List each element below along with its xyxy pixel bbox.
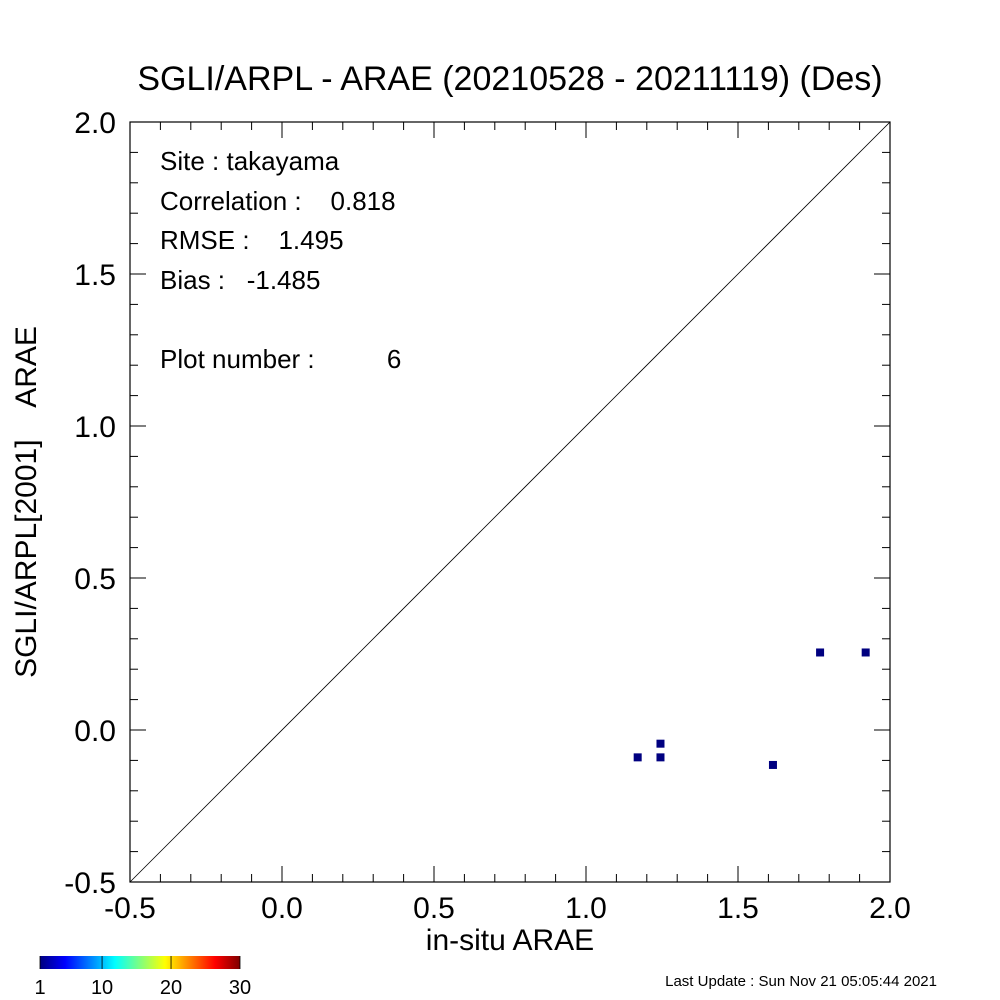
- stat-correlation: Correlation : 0.818: [160, 186, 396, 216]
- colorbar-tick-label: 20: [160, 977, 182, 999]
- data-point: [633, 753, 642, 762]
- x-tick-label: 1.5: [717, 892, 759, 925]
- y-tick-label: 1.5: [74, 259, 116, 292]
- stat-plot-number: Plot number : 6: [160, 344, 401, 374]
- data-point: [768, 760, 777, 769]
- colorbar-tick-label: 10: [91, 977, 113, 999]
- one-to-one-line: [129, 121, 891, 883]
- y-tick-labels: -0.5 0.0 0.5 1.0 1.5 2.0: [64, 107, 116, 900]
- stat-site: Site : takayama: [160, 146, 340, 176]
- x-tick-label: 0.0: [261, 892, 303, 925]
- axis-ticks: [129, 121, 891, 883]
- colorbar-tick-label: 30: [229, 977, 251, 999]
- x-tick-label: -0.5: [104, 892, 156, 925]
- x-tick-label: 1.0: [565, 892, 607, 925]
- last-update-text: Last Update : Sun Nov 21 05:05:44 2021: [665, 973, 937, 990]
- x-tick-labels: -0.5 0.0 0.5 1.0 1.5 2.0: [104, 892, 911, 925]
- data-point: [861, 648, 870, 657]
- colorbar-ticks: 1 10 20 30: [34, 956, 251, 999]
- stat-rmse: RMSE : 1.495: [160, 225, 344, 255]
- colorbar: [40, 956, 240, 969]
- y-tick-label: 2.0: [74, 107, 116, 140]
- y-tick-label: 1.0: [74, 411, 116, 444]
- data-points: [633, 648, 870, 769]
- x-axis-label: in-situ ARAE: [426, 924, 594, 957]
- chart-title: SGLI/ARPL - ARAE (20210528 - 20211119) (…: [137, 60, 882, 98]
- stat-bias: Bias : -1.485: [160, 265, 320, 295]
- data-point: [656, 739, 665, 748]
- y-tick-label: 0.5: [74, 563, 116, 596]
- y-tick-label: 0.0: [74, 715, 116, 748]
- x-tick-label: 0.5: [413, 892, 455, 925]
- colorbar-tick-label: 1: [34, 977, 45, 999]
- data-point: [656, 753, 665, 762]
- y-axis-label: SGLI/ARPL[2001] ARAE: [10, 326, 43, 678]
- y-tick-label: -0.5: [64, 867, 116, 900]
- plot-frame: [129, 121, 891, 883]
- x-tick-label: 2.0: [869, 892, 911, 925]
- data-point: [816, 648, 825, 657]
